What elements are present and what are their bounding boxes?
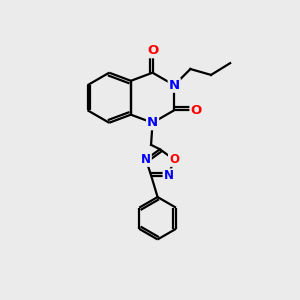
Text: O: O	[147, 44, 158, 57]
Text: O: O	[147, 44, 158, 57]
Text: N: N	[147, 116, 158, 129]
Text: N: N	[169, 79, 180, 92]
Text: O: O	[191, 104, 202, 117]
Text: N: N	[164, 169, 174, 182]
Text: O: O	[191, 104, 202, 117]
Text: O: O	[169, 153, 179, 166]
Text: N: N	[141, 153, 151, 166]
